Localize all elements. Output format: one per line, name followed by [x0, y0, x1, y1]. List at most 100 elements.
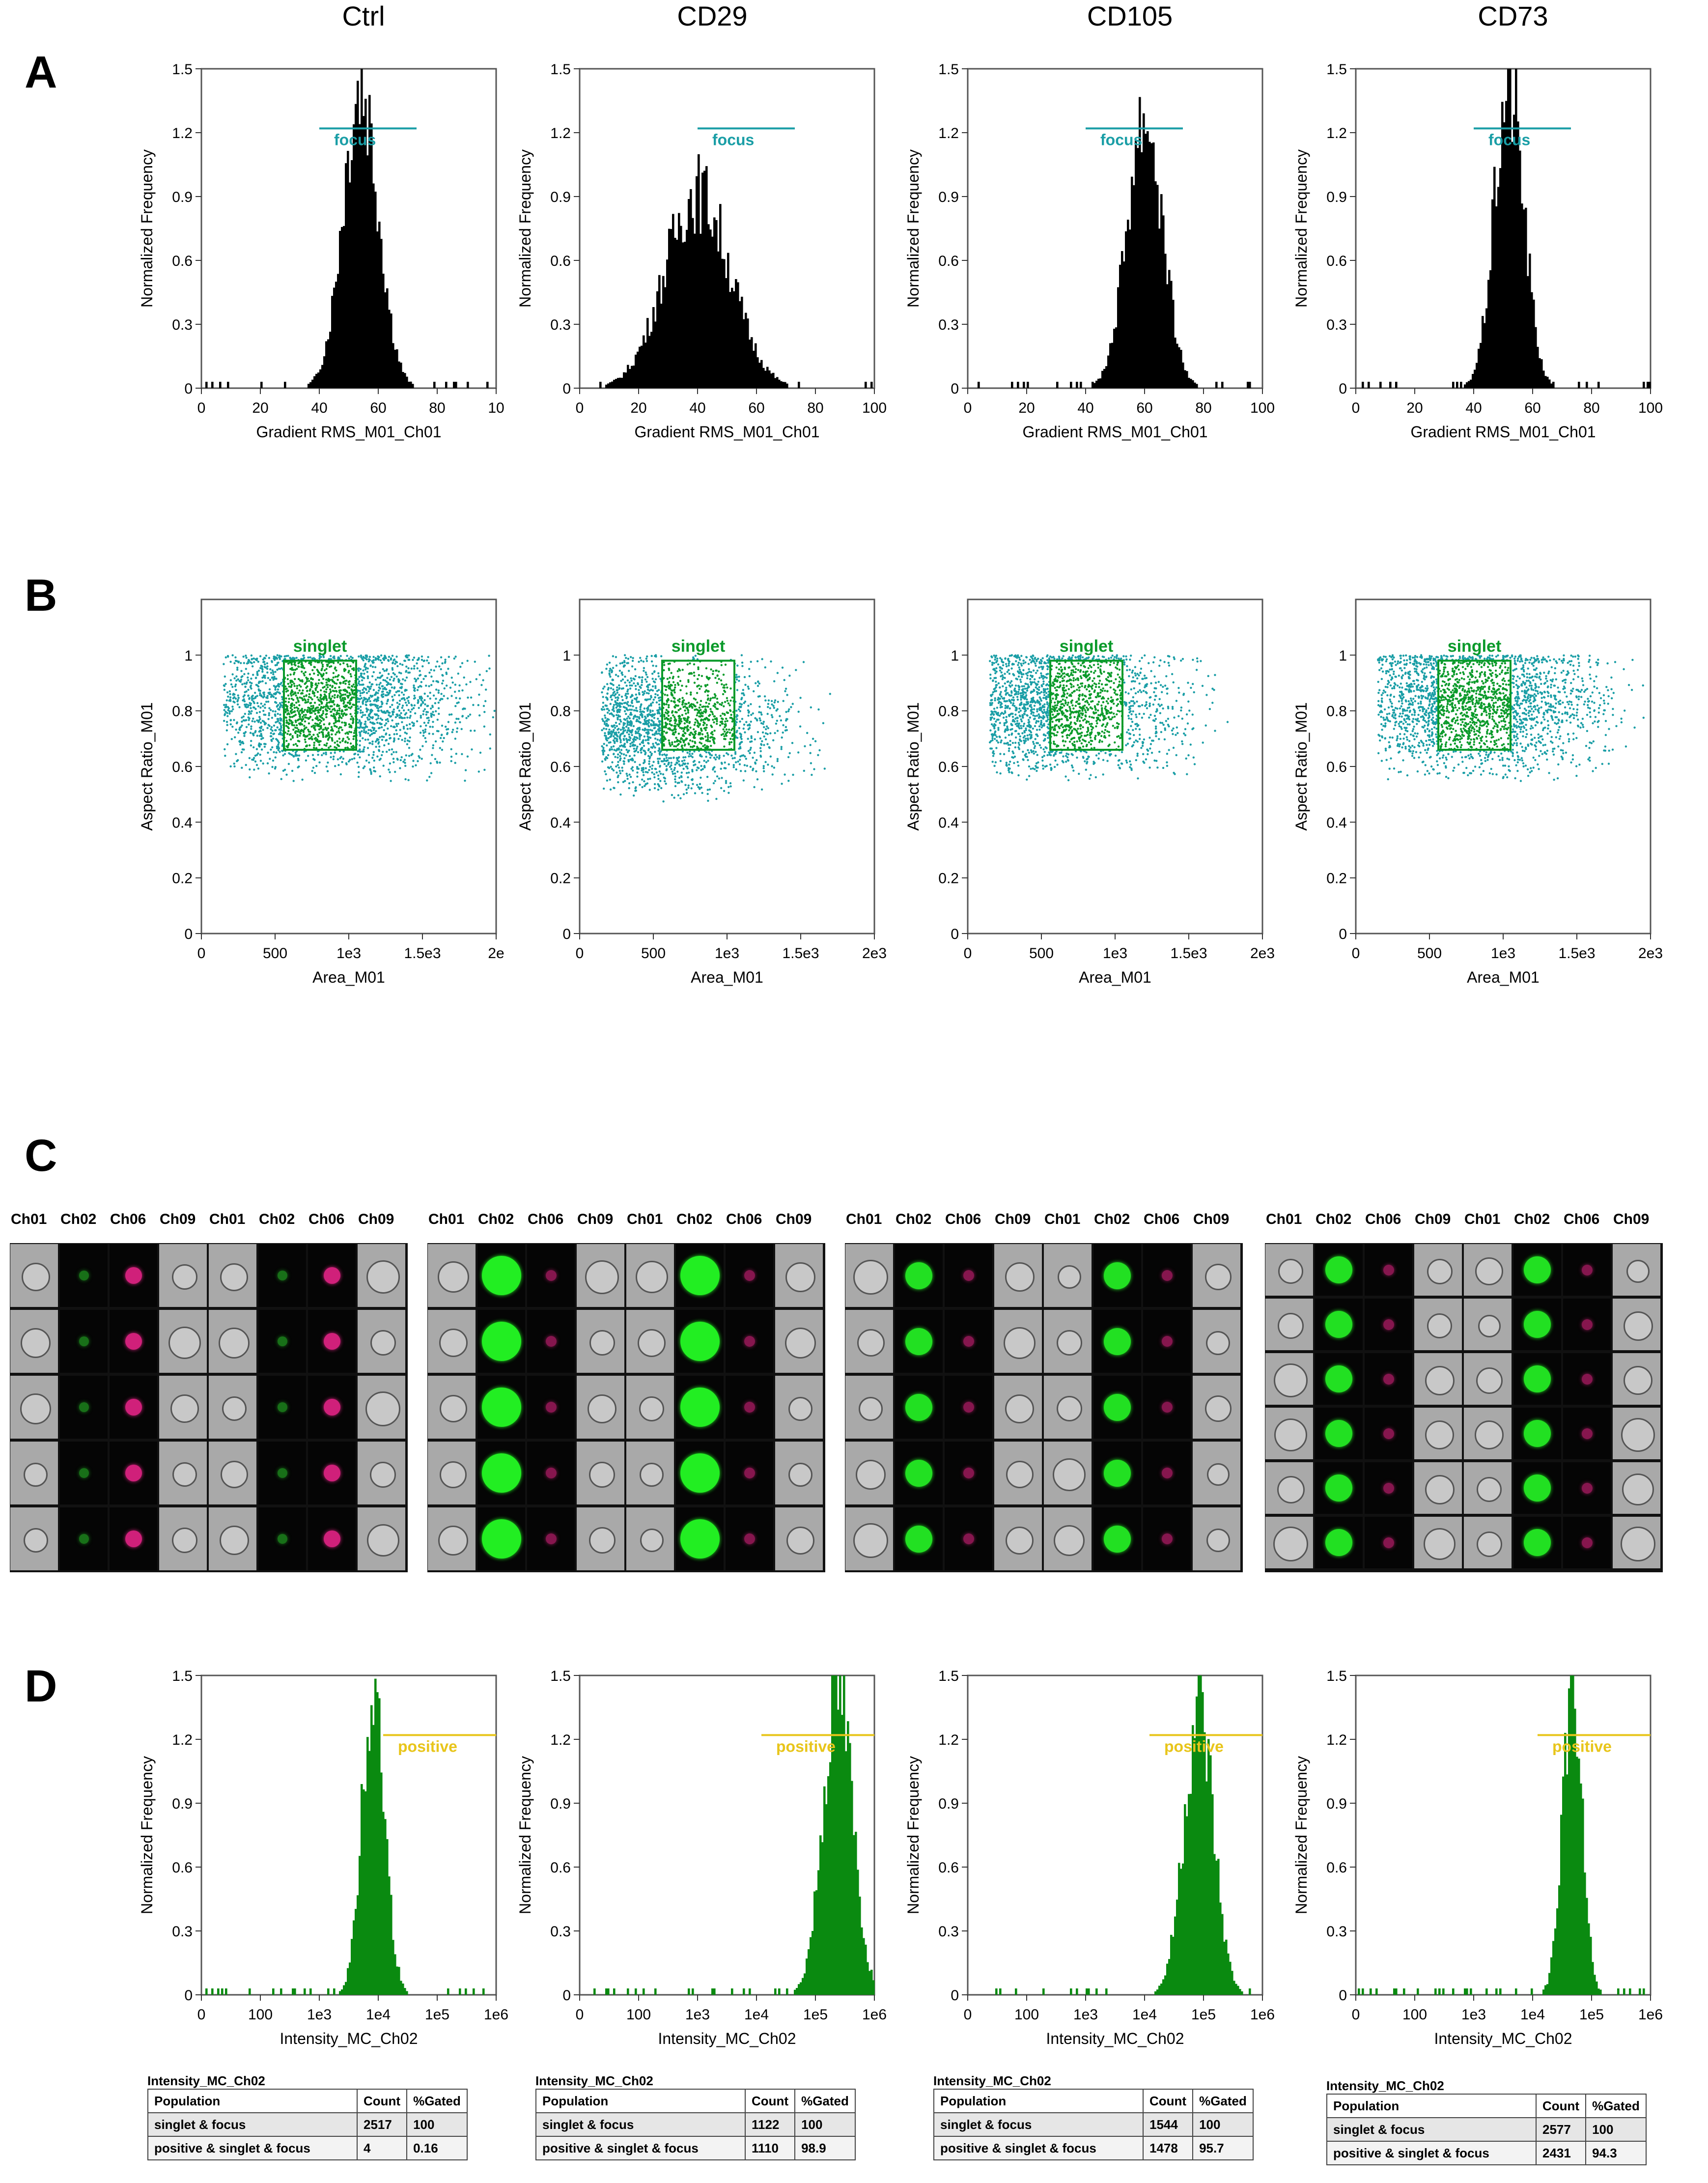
- scatter-point: [338, 657, 340, 660]
- scatter-point: [1092, 761, 1095, 763]
- scatter-point: [383, 670, 386, 672]
- scatter-point: [737, 708, 740, 710]
- scatter-point: [663, 738, 666, 740]
- scatter-point: [668, 757, 671, 760]
- scatter-point: [606, 718, 609, 720]
- scatter-point: [414, 678, 416, 680]
- scatter-point: [678, 669, 681, 672]
- histogram-bar: [1507, 69, 1510, 388]
- scatter-point: [287, 743, 290, 745]
- scatter-point: [280, 696, 283, 698]
- histogram-bar: [1468, 381, 1470, 388]
- scatter-point: [359, 683, 361, 686]
- scatter-point: [371, 717, 374, 719]
- scatter-point: [619, 662, 621, 665]
- scatter-point: [657, 672, 660, 675]
- scatter-point: [333, 703, 336, 706]
- scatter-point: [288, 734, 291, 736]
- scatter-point: [289, 710, 292, 713]
- scatter-point: [224, 710, 227, 713]
- scatter-point: [412, 707, 415, 709]
- scatter-point: [404, 659, 406, 662]
- scatter-point: [362, 689, 364, 691]
- scatter-point: [690, 693, 692, 696]
- scatter-point: [407, 700, 410, 702]
- scatter-point: [296, 709, 299, 712]
- scatter-point: [233, 662, 236, 664]
- scatter-point: [776, 758, 779, 760]
- scatter-point: [247, 688, 250, 691]
- scatter-point: [633, 736, 636, 738]
- scatter-point: [760, 743, 762, 745]
- histogram-bar: [388, 310, 391, 388]
- scatter-point: [752, 767, 755, 770]
- scatter-point: [709, 753, 711, 756]
- scatter-point: [325, 751, 327, 754]
- scatter-point: [275, 751, 278, 754]
- scatter-point: [413, 684, 415, 687]
- scatter-point: [792, 773, 794, 776]
- scatter-point: [409, 727, 412, 730]
- histogram-bar: [1513, 114, 1515, 388]
- scatter-point: [402, 727, 405, 730]
- scatter-point: [611, 713, 614, 716]
- histogram-bar: [1135, 140, 1137, 388]
- scatter-point: [674, 775, 676, 778]
- scatter-point: [317, 754, 319, 756]
- scatter-point: [405, 754, 407, 757]
- histogram-bar: [205, 382, 208, 388]
- scatter-point: [678, 717, 680, 720]
- scatter-point: [786, 694, 788, 696]
- histogram-bar: [1162, 215, 1165, 388]
- scatter-point: [479, 751, 482, 754]
- scatter-point: [704, 706, 707, 708]
- scatter-point: [369, 742, 371, 744]
- scatter-point: [700, 675, 703, 677]
- scatter-point: [395, 725, 398, 727]
- scatter-point: [287, 694, 290, 697]
- scatter-point: [307, 729, 309, 731]
- histogram-bar: [1139, 97, 1141, 388]
- scatter-point: [325, 697, 328, 699]
- scatter-point: [760, 788, 763, 791]
- scatter-point: [316, 661, 319, 664]
- scatter-point: [651, 685, 654, 688]
- scatter-point: [365, 688, 367, 691]
- scatter-point: [362, 703, 364, 705]
- scatter-point: [716, 756, 718, 759]
- scatter-point: [344, 709, 347, 711]
- scatter-point: [615, 664, 618, 667]
- scatter-point: [386, 677, 389, 679]
- scatter-point: [750, 703, 752, 706]
- scatter-point: [742, 692, 745, 695]
- scatter-point: [623, 757, 626, 760]
- scatter-point: [725, 780, 728, 782]
- histogram-bar: [402, 372, 404, 388]
- scatter-point: [719, 724, 722, 727]
- scatter-point: [788, 675, 791, 677]
- scatter-point: [466, 755, 469, 758]
- scatter-point: [454, 762, 456, 764]
- scatter-point: [405, 732, 408, 735]
- scatter-point: [365, 658, 368, 661]
- scatter-point: [670, 764, 672, 766]
- histogram-bar: [766, 367, 769, 388]
- scatter-point: [233, 693, 236, 696]
- scatter-point: [286, 733, 289, 735]
- scatter-point: [609, 741, 612, 743]
- scatter-point: [636, 771, 639, 774]
- scatter-point: [641, 676, 644, 679]
- scatter-point: [638, 660, 640, 663]
- scatter-point: [286, 678, 289, 680]
- y-tick-label: 0.6: [938, 253, 959, 269]
- scatter-point: [737, 760, 739, 763]
- scatter-point: [622, 731, 624, 734]
- scatter-point: [238, 706, 241, 709]
- scatter-point: [1042, 678, 1044, 680]
- scatter-point: [244, 685, 247, 688]
- scatter-point: [617, 766, 620, 769]
- histogram-bar: [786, 383, 788, 388]
- scatter-point: [419, 732, 422, 734]
- scatter-point: [323, 669, 326, 672]
- scatter-point: [658, 752, 661, 755]
